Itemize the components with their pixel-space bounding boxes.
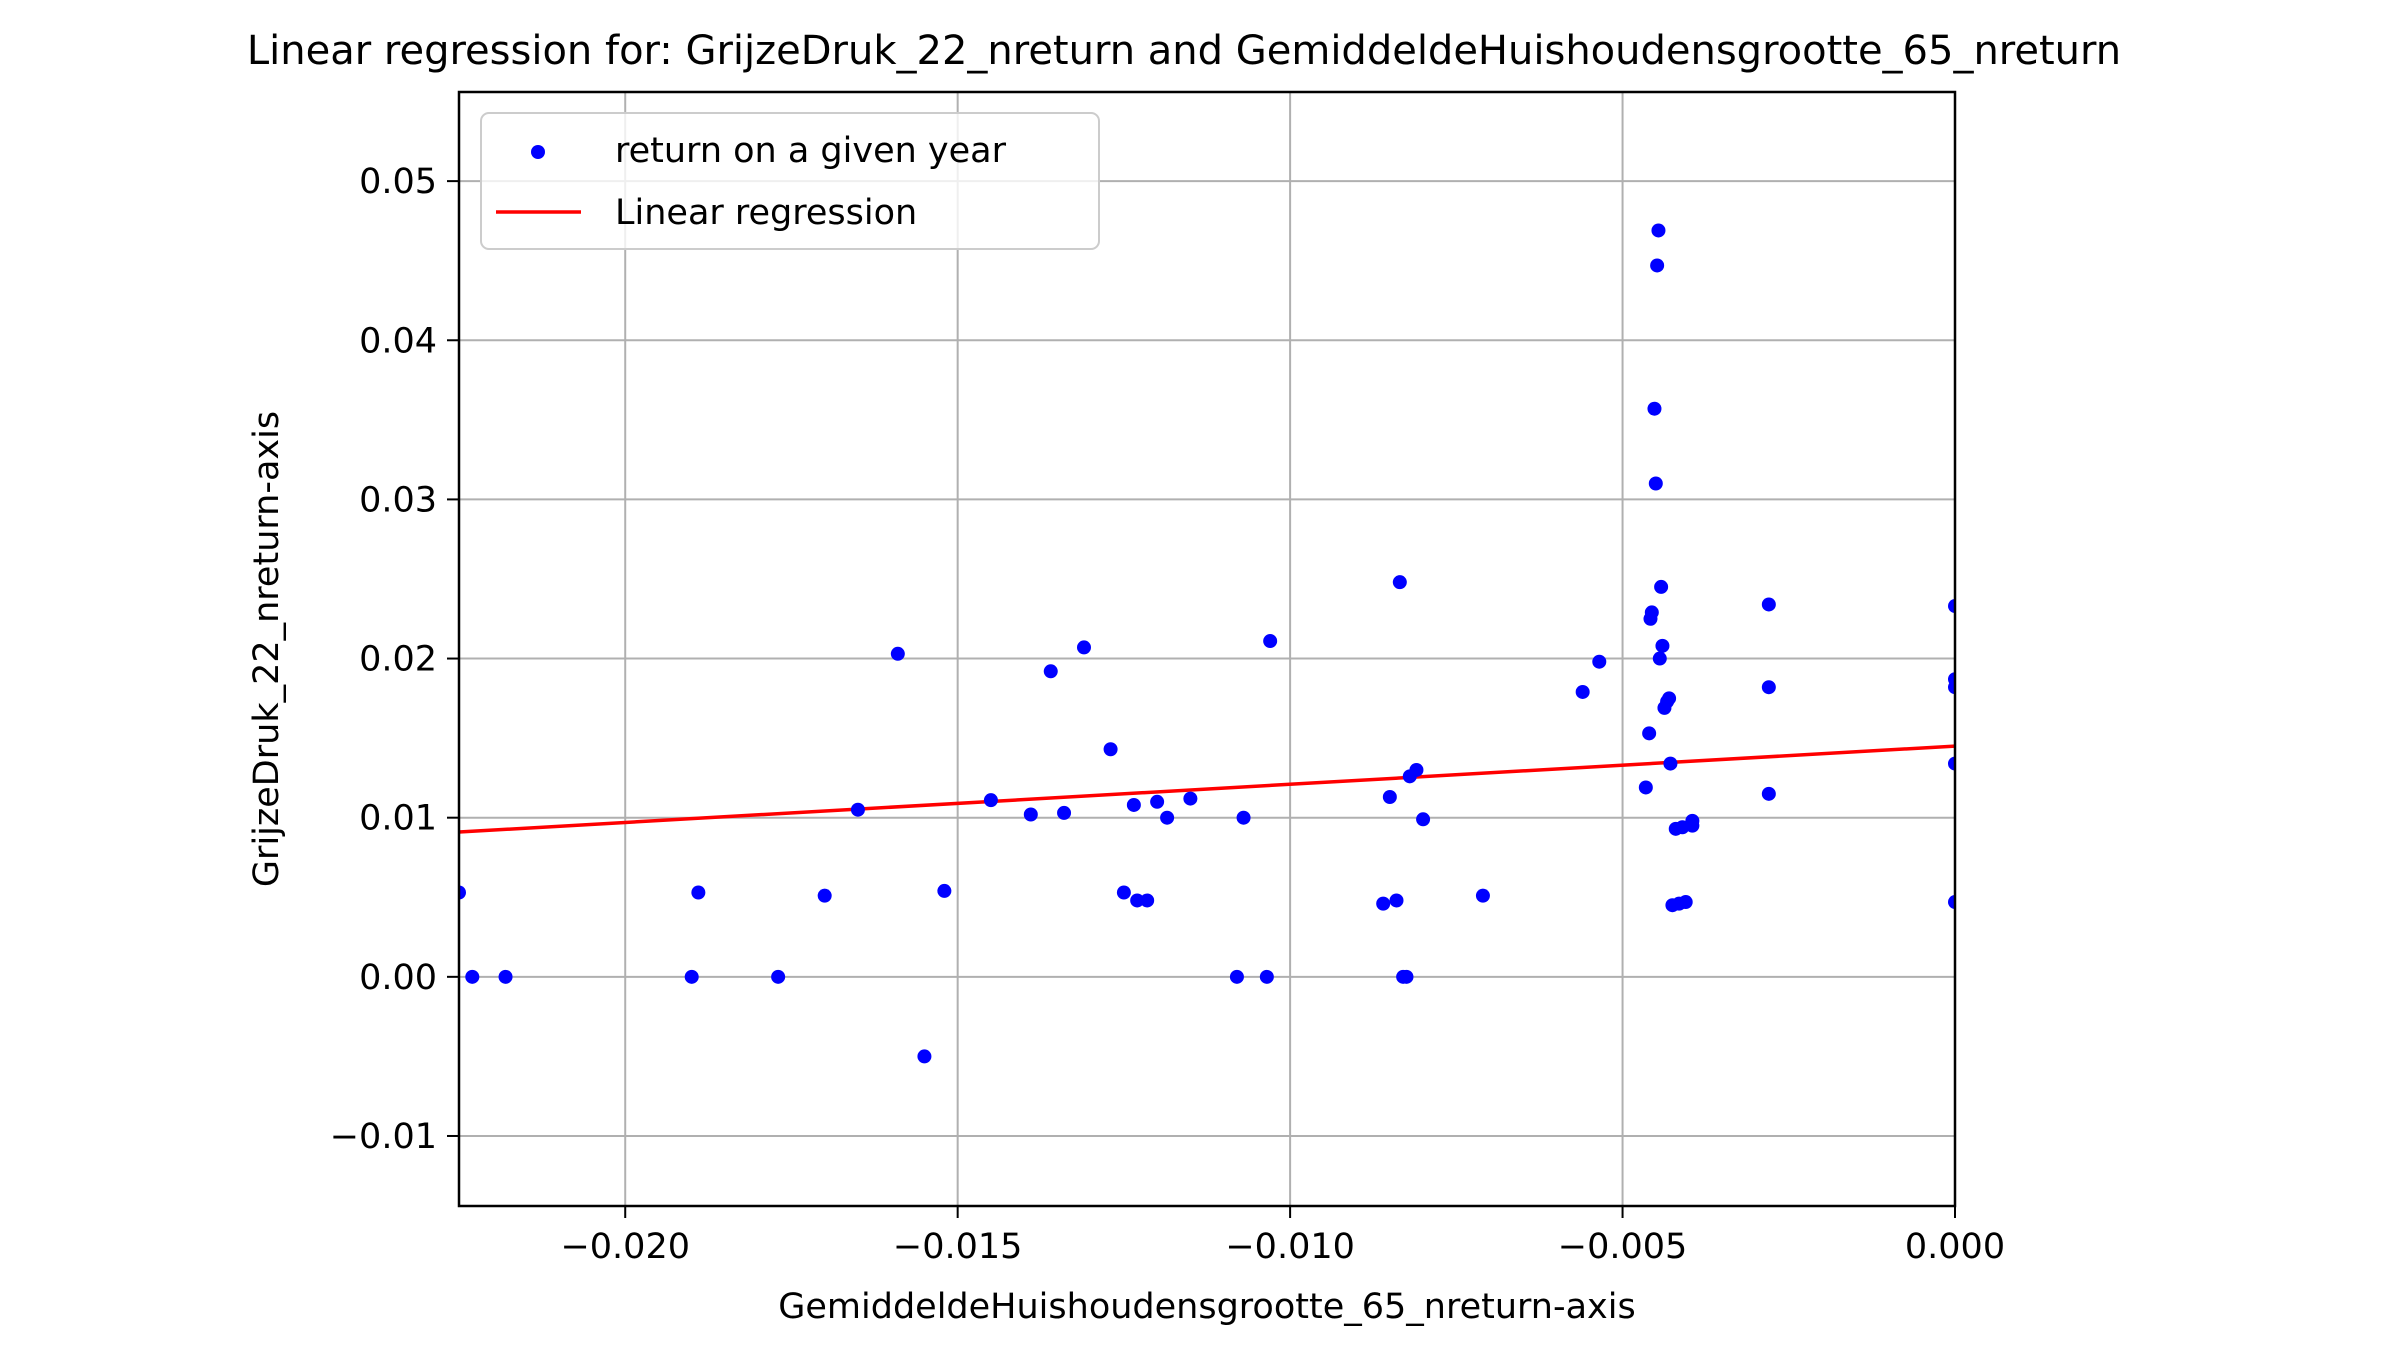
scatter-point	[1685, 813, 1700, 828]
scatter-point	[1655, 638, 1670, 653]
scatter-point	[1948, 599, 1955, 614]
regression-line	[459, 744, 1955, 834]
scatter-point	[1116, 885, 1131, 900]
scatter-point	[1043, 664, 1058, 679]
x-tick-label: −0.015	[893, 1227, 1023, 1267]
scatter-point	[1761, 786, 1776, 801]
y-tick-label: 0.03	[359, 480, 437, 520]
scatter-point	[1076, 640, 1091, 655]
scatter-point	[1663, 756, 1678, 771]
scatter-point	[1652, 651, 1667, 666]
scatter-point	[1023, 807, 1038, 822]
scatter-point	[1392, 575, 1407, 590]
legend-label-scatter: return on a given year	[615, 131, 1007, 171]
scatter-point	[1399, 969, 1414, 984]
scatter-point	[1229, 969, 1244, 984]
y-tick-label: −0.01	[330, 1117, 437, 1157]
scatter-point	[1948, 680, 1955, 695]
scatter-point	[850, 802, 865, 817]
scatter-point	[1651, 223, 1666, 238]
scatter-point	[1662, 691, 1677, 706]
y-axis-label: GrijzeDruk_22_nreturn-axis	[247, 411, 287, 887]
plot-area	[459, 223, 1955, 1064]
scatter-point	[1761, 597, 1776, 612]
scatter-point	[1575, 684, 1590, 699]
scatter-point	[771, 969, 786, 984]
x-tick-label: −0.010	[1225, 1227, 1355, 1267]
scatter-point	[498, 969, 513, 984]
scatter-point	[937, 883, 952, 898]
scatter-point	[1130, 893, 1145, 908]
scatter-point	[1150, 794, 1165, 809]
scatter-point	[1183, 791, 1198, 806]
y-tick-label: 0.04	[359, 321, 437, 361]
scatter-point	[1057, 805, 1072, 820]
plot-frame	[457, 90, 1957, 1208]
y-tick-label: 0.02	[359, 640, 437, 680]
scatter-point	[1126, 797, 1141, 812]
scatter-point	[684, 969, 699, 984]
scatter-point	[1644, 605, 1659, 620]
scatter-point	[1160, 810, 1175, 825]
scatter-point	[1638, 780, 1653, 795]
scatter-point	[1382, 790, 1397, 805]
scatter-point	[1592, 654, 1607, 669]
legend-label-regression: Linear regression	[615, 193, 917, 233]
scatter-point	[691, 885, 706, 900]
scatter-point	[1647, 401, 1662, 416]
scatter-point	[890, 646, 905, 661]
scatter-point	[1409, 762, 1424, 777]
x-tick-label: −0.005	[1558, 1227, 1688, 1267]
scatter-point	[1263, 634, 1278, 649]
scatter-point	[1376, 896, 1391, 911]
scatter-point	[1236, 810, 1251, 825]
scatter-point	[983, 793, 998, 808]
y-tick-label: 0.05	[359, 162, 437, 202]
scatter-point	[1389, 893, 1404, 908]
scatter-point	[1259, 969, 1274, 984]
chart-title: Linear regression for: GrijzeDruk_22_nre…	[247, 28, 2121, 74]
scatter-point	[1948, 756, 1955, 771]
legend-scatter-marker	[531, 145, 545, 159]
y-tick-label: 0.01	[359, 799, 437, 839]
y-axis-ticks: −0.01 0.00 0.01 0.02 0.03 0.04 0.05	[330, 162, 459, 1157]
scatter-point	[1948, 895, 1955, 910]
x-tick-label: 0.000	[1905, 1227, 2005, 1267]
scatter-point	[1650, 258, 1665, 273]
scatter-point	[1761, 680, 1776, 695]
scatter-point	[817, 888, 832, 903]
scatter-point	[1475, 888, 1490, 903]
legend-box	[480, 112, 1100, 250]
x-axis-ticks: −0.020 −0.015 −0.010 −0.005 0.000	[560, 1206, 2005, 1267]
scatter-point	[1678, 895, 1693, 910]
scatter-point	[1654, 579, 1669, 594]
legend: return on a given year Linear regression	[480, 112, 1100, 250]
scatter-point	[459, 885, 466, 900]
x-tick-label: −0.020	[560, 1227, 690, 1267]
y-tick-label: 0.00	[359, 958, 437, 998]
scatter-point	[1648, 476, 1663, 491]
scatter-point	[1103, 742, 1118, 757]
scatter-point	[917, 1049, 932, 1064]
x-axis-label: GemiddeldeHuishoudensgrootte_65_nreturn-…	[778, 1287, 1635, 1327]
scatter-point	[465, 969, 480, 984]
scatter-point	[1642, 726, 1657, 741]
scatter-point	[1140, 893, 1155, 908]
scatter-point	[1416, 812, 1431, 827]
